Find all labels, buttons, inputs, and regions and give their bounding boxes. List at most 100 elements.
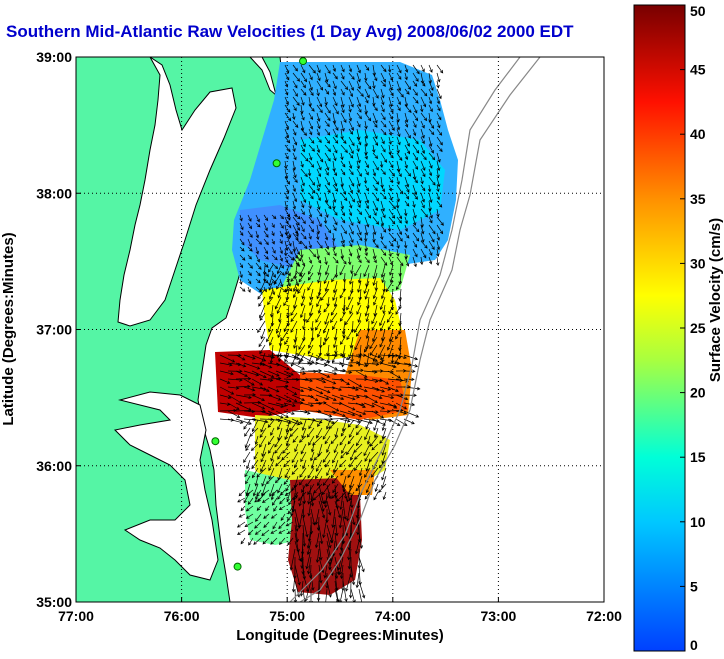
velocity-arrow bbox=[293, 588, 298, 602]
colorbar-tick-label: 40 bbox=[690, 126, 706, 142]
velocity-arrow bbox=[283, 394, 298, 403]
velocity-arrow bbox=[301, 427, 307, 439]
velocity-arrow bbox=[239, 278, 243, 285]
velocity-arrow bbox=[372, 104, 378, 112]
velocity-arrow bbox=[308, 136, 315, 144]
velocity-arrow bbox=[357, 272, 362, 284]
velocity-arrow bbox=[436, 200, 443, 208]
velocity-arrow bbox=[364, 72, 368, 82]
velocity-arrow bbox=[263, 222, 268, 232]
velocity-arrow bbox=[243, 419, 251, 430]
velocity-arrow bbox=[277, 427, 283, 441]
velocity-arrow bbox=[328, 419, 339, 430]
velocity-arrow bbox=[263, 521, 270, 529]
x-tick-label: 73:00 bbox=[480, 608, 516, 624]
velocity-arrow bbox=[339, 492, 344, 511]
velocity-arrow bbox=[317, 443, 323, 458]
velocity-arrow bbox=[278, 521, 286, 530]
velocity-arrow bbox=[270, 529, 278, 534]
velocity-arrow bbox=[300, 443, 307, 455]
velocity-arrow bbox=[219, 370, 234, 376]
velocity-arrow bbox=[251, 467, 259, 479]
velocity-arrow bbox=[364, 136, 368, 147]
velocity-arrow bbox=[388, 168, 395, 177]
velocity-arrow bbox=[235, 362, 247, 368]
velocity-arrow bbox=[284, 176, 290, 185]
velocity-arrow bbox=[404, 168, 412, 177]
velocity-arrow bbox=[308, 435, 315, 446]
velocity-arrow bbox=[316, 232, 320, 241]
colorbar-ticks: 0 5 10 15 20 25 30 35 40 45 50 bbox=[680, 3, 706, 653]
velocity-arrow bbox=[339, 378, 350, 385]
velocity-arrow bbox=[268, 483, 275, 498]
velocity-arrow bbox=[295, 262, 301, 267]
velocity-arrow bbox=[428, 248, 433, 256]
velocity-arrow bbox=[348, 96, 354, 108]
velocity-arrow bbox=[295, 246, 301, 256]
velocity-arrow bbox=[348, 216, 354, 227]
velocity-arrow bbox=[310, 451, 315, 462]
velocity-arrow bbox=[302, 459, 307, 470]
velocity-arrow bbox=[364, 216, 370, 228]
velocity-arrow bbox=[350, 264, 354, 275]
velocity-arrow bbox=[356, 516, 360, 536]
velocity-arrow bbox=[380, 104, 385, 113]
velocity-arrow bbox=[279, 238, 283, 245]
velocity-arrow bbox=[436, 88, 442, 100]
velocity-arrow bbox=[403, 240, 408, 249]
velocity-arrow bbox=[326, 443, 331, 453]
velocity-arrow bbox=[372, 120, 378, 128]
velocity-arrow bbox=[428, 256, 433, 265]
velocity-arrow bbox=[292, 104, 297, 112]
velocity-arrow bbox=[307, 556, 312, 575]
velocity-arrow bbox=[396, 136, 401, 146]
velocity-arrow bbox=[259, 378, 274, 382]
velocity-arrow bbox=[364, 96, 369, 104]
velocity-arrow bbox=[340, 72, 345, 80]
velocity-arrow bbox=[283, 386, 298, 396]
velocity-arrow bbox=[332, 451, 339, 464]
velocity-arrow bbox=[300, 451, 307, 463]
velocity-arrow bbox=[267, 370, 280, 377]
velocity-arrow bbox=[273, 505, 278, 512]
x-tick-label: 74:00 bbox=[375, 608, 411, 624]
velocity-arrow bbox=[278, 312, 282, 323]
velocity-arrow bbox=[339, 394, 356, 401]
velocity-arrow bbox=[244, 435, 251, 449]
velocity-arrow bbox=[340, 336, 346, 345]
velocity-arrow bbox=[318, 524, 324, 545]
velocity-arrow bbox=[268, 264, 274, 273]
velocity-arrow bbox=[279, 286, 287, 293]
velocity-arrow bbox=[356, 200, 361, 209]
velocity-arrow bbox=[323, 216, 328, 224]
velocity-arrow bbox=[332, 216, 338, 226]
velocity-arrow bbox=[324, 128, 331, 136]
velocity-arrow bbox=[381, 352, 386, 363]
velocity-arrow bbox=[341, 443, 347, 454]
velocity-arrow bbox=[349, 336, 354, 349]
velocity-arrow bbox=[388, 80, 393, 91]
velocity-arrow bbox=[239, 286, 246, 292]
velocity-arrow bbox=[371, 402, 385, 410]
velocity-arrow bbox=[380, 136, 385, 145]
velocity-arrow bbox=[255, 230, 259, 239]
velocity-arrow bbox=[268, 336, 274, 346]
velocity-arrow bbox=[275, 394, 292, 403]
velocity-arrow bbox=[332, 120, 339, 131]
velocity-arrow bbox=[276, 264, 282, 275]
velocity-arrow bbox=[284, 240, 289, 252]
velocity-arrow bbox=[271, 262, 279, 270]
velocity-arrow bbox=[316, 96, 323, 108]
velocity-arrow bbox=[340, 240, 345, 248]
velocity-arrow bbox=[299, 264, 306, 276]
velocity-arrow bbox=[243, 354, 256, 360]
velocity-arrow bbox=[396, 256, 404, 267]
velocity-arrow bbox=[396, 240, 400, 249]
colorbar-tick-label: 50 bbox=[690, 3, 706, 19]
velocity-arrow bbox=[316, 64, 321, 74]
velocity-arrow bbox=[396, 112, 400, 123]
velocity-arrow bbox=[364, 200, 369, 210]
velocity-arrow bbox=[258, 304, 266, 319]
velocity-arrow bbox=[348, 240, 353, 248]
velocity-arrow bbox=[372, 224, 377, 236]
